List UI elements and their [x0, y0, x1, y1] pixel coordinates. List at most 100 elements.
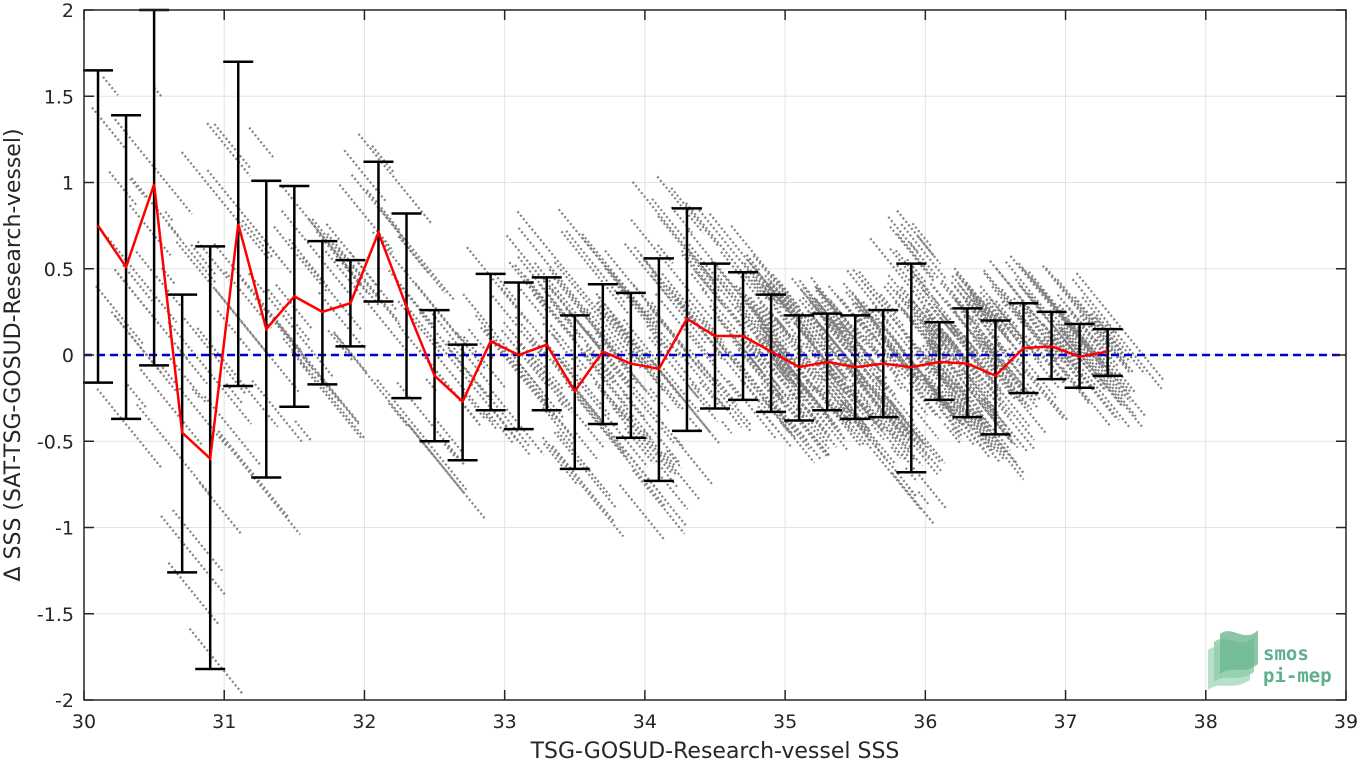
- scatter-point: [680, 249, 746, 330]
- scatter-point: [690, 383, 714, 410]
- scatter-point: [556, 430, 613, 499]
- scatter-point: [580, 310, 648, 393]
- scatter-point: [160, 515, 228, 597]
- scatter-point: [549, 324, 632, 425]
- scatter-point: [657, 215, 722, 294]
- scatter-point: [462, 391, 487, 421]
- scatter-point: [931, 339, 940, 348]
- scatter-point: [514, 316, 571, 384]
- scatter-point: [1013, 297, 1086, 386]
- scatter-point: [826, 317, 851, 347]
- scatter-point: [963, 334, 978, 352]
- scatter-point: [203, 395, 263, 467]
- scatter-point: [865, 404, 909, 457]
- error-bar: [756, 293, 787, 414]
- scatter-point: [717, 318, 757, 367]
- scatter-point: [632, 469, 686, 535]
- scatter-point: [907, 486, 917, 497]
- scatter-point: [397, 235, 430, 274]
- scatter-point: [979, 296, 998, 320]
- scatter-point: [856, 331, 887, 368]
- scatter-point: [921, 288, 961, 336]
- x-tick-label: 33: [493, 711, 517, 733]
- scatter-point: [820, 301, 847, 332]
- scatter-point: [872, 450, 923, 511]
- scatter-point: [745, 254, 762, 273]
- scatter-point: [973, 418, 1025, 481]
- scatter-point: [813, 386, 844, 423]
- scatter-point: [770, 337, 804, 378]
- tick-labels: 30 31 32 33 34 35 36 37 38 39 -2 -1.5 -1 -0.5 0 0.5 1 1.5…: [37, 0, 1358, 733]
- scatter-point: [806, 380, 863, 448]
- scatter-point: [1083, 339, 1147, 418]
- scatter-point: [842, 282, 883, 331]
- scatter-point: [901, 423, 943, 472]
- scatter-point: [981, 346, 1016, 388]
- logo-line-1: smos: [1263, 643, 1309, 665]
- scatter-point: [772, 380, 805, 419]
- scatter-point: [714, 349, 724, 361]
- scatter-point: [167, 224, 217, 284]
- scatter-point: [1008, 347, 1069, 421]
- scatter-point: [1045, 267, 1130, 371]
- scatter-point: [846, 269, 890, 323]
- scatter-point: [940, 395, 954, 412]
- scatter-point: [820, 343, 871, 406]
- scatter-point: [657, 472, 689, 510]
- scatter-point: [190, 243, 218, 277]
- scatter-point: [909, 241, 919, 252]
- scatter-point: [661, 272, 737, 365]
- scatter-point: [557, 399, 566, 409]
- y-tick-label: 0.5: [44, 259, 74, 281]
- scatter-point: [792, 312, 848, 380]
- scatter-point: [816, 311, 859, 363]
- y-tick-label: 2: [62, 0, 74, 22]
- scatter-point: [674, 436, 684, 448]
- scatter-point: [1073, 322, 1132, 393]
- scatter-point: [886, 282, 911, 311]
- scatter-point: [129, 178, 147, 198]
- scatter-point: [830, 422, 847, 442]
- scatter-point: [175, 241, 267, 353]
- scatter-point: [977, 336, 1028, 399]
- scatter-point: [565, 230, 627, 305]
- mean-series-line: [96, 183, 1108, 462]
- scatter-point: [794, 356, 852, 425]
- scatter-point: [1027, 292, 1044, 312]
- scatter-point: [447, 445, 462, 463]
- logo-line-2: pi-mep: [1263, 665, 1332, 687]
- scatter-point: [851, 302, 901, 362]
- scatter-point: [701, 288, 761, 362]
- y-tick-label: -0.5: [37, 431, 74, 453]
- scatter-point: [663, 452, 677, 468]
- scatter-point: [248, 126, 275, 159]
- scatter-point: [656, 175, 704, 234]
- scatter-point: [1062, 367, 1112, 427]
- scatter-point: [887, 345, 909, 371]
- x-tick-label: 30: [72, 711, 96, 733]
- scatter-point: [114, 315, 178, 393]
- scatter-point: [1060, 316, 1132, 403]
- scatter-point: [776, 318, 791, 337]
- scatter-point: [139, 368, 204, 447]
- scatter-point: [1058, 304, 1072, 319]
- scatter-point: [805, 363, 846, 413]
- scatter-point: [860, 403, 883, 431]
- scatter-point: [898, 421, 930, 460]
- scatter-point: [548, 268, 633, 372]
- scatter-point: [897, 325, 952, 391]
- x-tick-label: 32: [352, 711, 376, 733]
- scatter-point: [874, 393, 914, 442]
- scatter-point: [969, 293, 1011, 344]
- logo-waves-icon: [1208, 630, 1258, 690]
- scatter-point: [1081, 296, 1146, 375]
- scatter-point: [769, 280, 801, 318]
- scatter-point: [951, 387, 1006, 454]
- scatter-point: [675, 348, 726, 410]
- scatter-point: [930, 320, 979, 379]
- scatter-point: [686, 383, 700, 400]
- scatter-point: [859, 305, 883, 334]
- scatter-point: [913, 311, 938, 342]
- scatter-point: [577, 398, 667, 508]
